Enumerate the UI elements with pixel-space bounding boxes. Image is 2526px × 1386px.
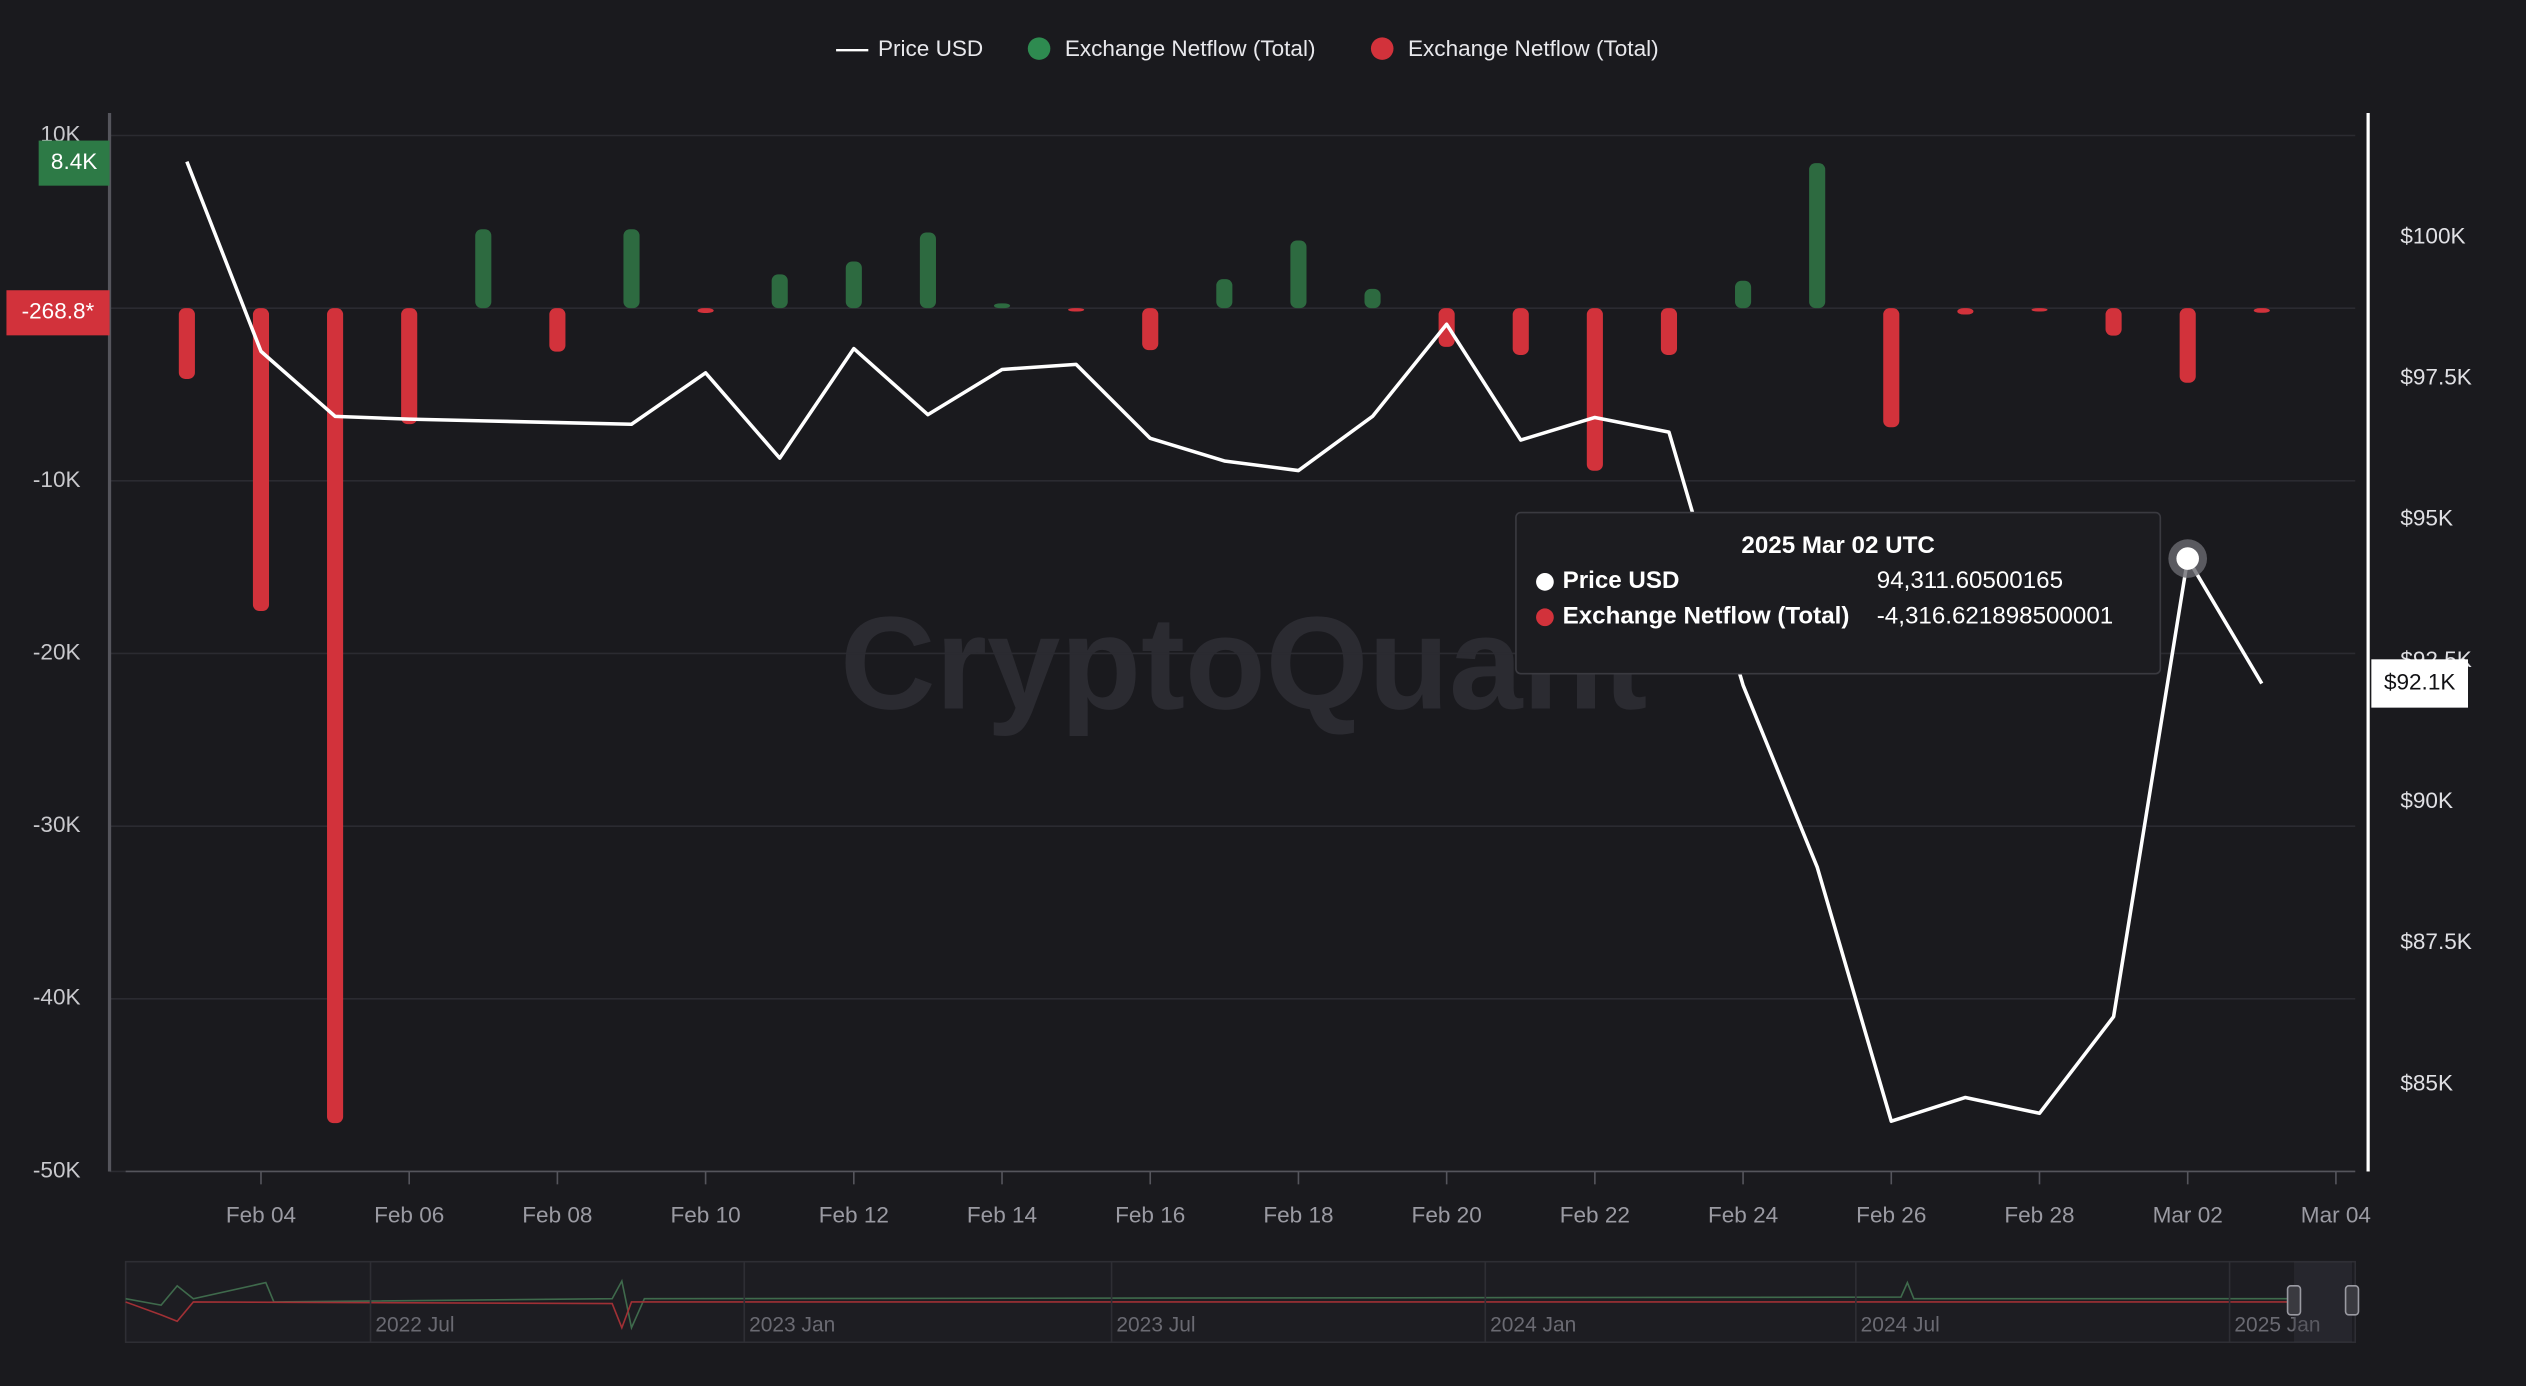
watermark: CryptoQuant (840, 589, 1647, 737)
y-badge (6, 290, 110, 336)
y2-tick-label: $90K (2400, 788, 2453, 813)
navigator-line (125, 1301, 2288, 1330)
x-tick-label: Feb 10 (671, 1203, 741, 1228)
x-tick-label: Feb 20 (1412, 1203, 1482, 1228)
tooltip-value: -4,316.621898500001 (1877, 603, 2113, 630)
legend-label[interactable]: Exchange Netflow (Total) (1065, 36, 1316, 61)
bar (2105, 308, 2122, 336)
x-tick-label: Feb 26 (1856, 1203, 1926, 1228)
x-tick-label: Feb 14 (967, 1203, 1037, 1228)
tooltip-value: 94,311.60500165 (1877, 567, 2063, 594)
bar (252, 308, 270, 612)
legend-icon (1027, 37, 1051, 60)
tooltip-dot (1536, 608, 1554, 627)
bar (475, 229, 492, 309)
bar (771, 274, 788, 309)
navigator-label: 2024 Jan (1490, 1314, 1576, 1337)
bar (845, 261, 862, 309)
legend-label[interactable]: Exchange Netflow (Total) (1408, 36, 1659, 61)
tooltip-name: Price USD (1563, 567, 1680, 594)
legend-icon (1370, 37, 1394, 60)
bar (1512, 308, 1529, 355)
x-tick-label: Feb 24 (1708, 1203, 1778, 1228)
navigator-label: 2024 Jul (1861, 1314, 1940, 1337)
bar (1883, 308, 1900, 428)
x-tick-label: Feb 18 (1263, 1203, 1333, 1228)
y-tick-label: -20K (33, 639, 81, 664)
navigator-window (2294, 1261, 2353, 1343)
tooltip-dot (1536, 572, 1554, 591)
y2-badge (2371, 659, 2469, 708)
bar (919, 232, 936, 309)
x-tick-label: Mar 04 (2301, 1203, 2371, 1228)
bar (1216, 279, 1233, 309)
tooltip-name: Exchange Netflow (Total) (1563, 603, 1850, 630)
navigator-handle[interactable] (2286, 1285, 2302, 1316)
price-line (185, 160, 2264, 1123)
y-tick-label: -10K (33, 467, 81, 492)
tooltip-title: 2025 Mar 02 UTC (1741, 532, 1934, 559)
navigator-label: 2025 Jan (2234, 1314, 2320, 1337)
hover-point (2176, 547, 2199, 570)
bar (697, 308, 714, 313)
bar (178, 308, 195, 379)
navigator-label: 2023 Jan (749, 1314, 835, 1337)
navigator-handle[interactable] (2344, 1285, 2360, 1316)
bar (2253, 308, 2270, 313)
x-tick-label: Feb 16 (1115, 1203, 1185, 1228)
y-tick-label: -40K (33, 985, 81, 1010)
x-tick-label: Feb 06 (374, 1203, 444, 1228)
y2-tick-label: $87.5K (2400, 929, 2471, 954)
tooltip-box (1515, 511, 2162, 675)
x-tick-label: Mar 02 (2153, 1203, 2223, 1228)
bar (1660, 308, 1678, 355)
x-tick-label: Feb 04 (226, 1203, 296, 1228)
y-badge-label: 8.4K (51, 149, 97, 174)
y-badge (38, 140, 110, 186)
bar (1290, 240, 1307, 309)
bar (993, 303, 1011, 309)
bar (1068, 308, 1085, 312)
y2-tick-label: $85K (2400, 1070, 2453, 1095)
x-tick-label: Feb 28 (2004, 1203, 2074, 1228)
y2-tick-label: $97.5K (2400, 364, 2471, 389)
x-tick-label: Feb 12 (819, 1203, 889, 1228)
bar (327, 308, 344, 1124)
bar (623, 229, 640, 309)
x-tick-label: Feb 22 (1560, 1203, 1630, 1228)
navigator-label: 2023 Jul (1116, 1314, 1195, 1337)
bar (1957, 308, 1974, 315)
bar (2179, 308, 2196, 383)
bar (2031, 308, 2048, 312)
bar (1142, 308, 1159, 351)
y2-badge-label: $92.1K (2384, 669, 2455, 694)
bar (1809, 163, 1826, 309)
y-badge-label: -268.8* (22, 299, 95, 324)
y-tick-label: -30K (33, 812, 81, 837)
y2-tick-label: $100K (2400, 223, 2465, 248)
navigator-label: 2022 Jul (375, 1314, 454, 1337)
legend-label[interactable]: Price USD (878, 36, 983, 61)
bar (1735, 280, 1752, 309)
y-tick-label: -50K (33, 1157, 81, 1182)
bar (401, 308, 418, 425)
x-tick-label: Feb 08 (522, 1203, 592, 1228)
bar (549, 308, 566, 352)
bar (1586, 308, 1603, 471)
y2-tick-label: $95K (2400, 506, 2453, 531)
bar (1364, 288, 1381, 309)
navigator-line (125, 1278, 2288, 1331)
